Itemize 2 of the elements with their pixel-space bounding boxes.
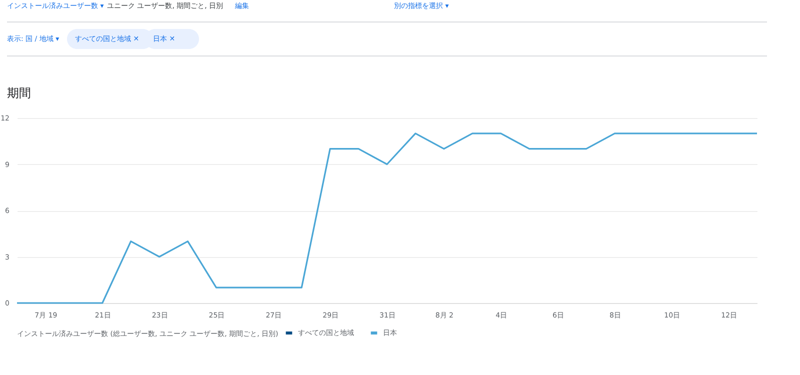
chart-title: 期間 xyxy=(7,86,31,100)
line-series xyxy=(16,132,758,304)
